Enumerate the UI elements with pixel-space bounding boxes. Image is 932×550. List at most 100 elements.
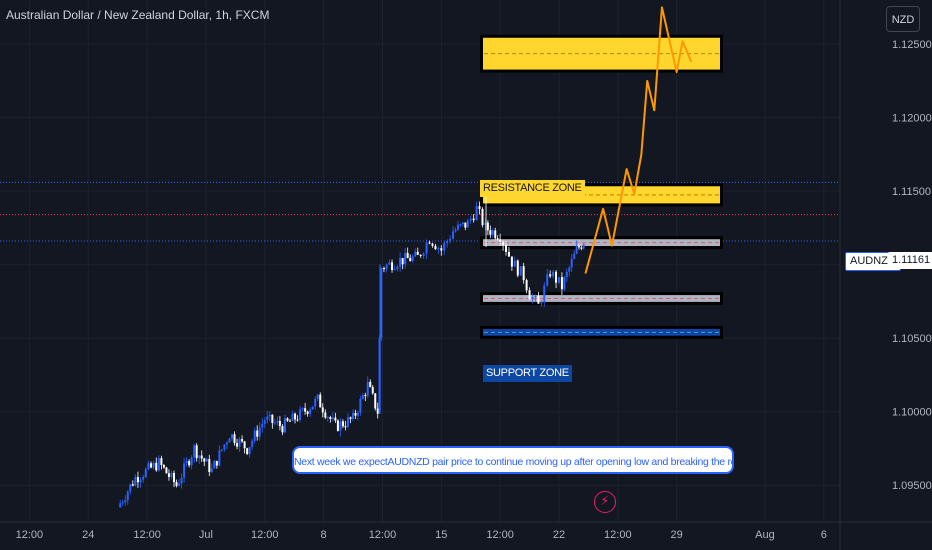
note-callout[interactable]: Next week we expectAUDNZD pair price to …	[292, 446, 734, 474]
candle-body	[478, 206, 481, 210]
zone-fill	[483, 37, 720, 70]
candle-body	[437, 248, 440, 250]
candle-body	[399, 258, 402, 267]
zone-fill	[483, 295, 720, 302]
price-axis: 1.125001.120001.115001.110001.105001.100…	[839, 0, 932, 550]
projection	[584, 6, 693, 274]
candle-body	[251, 440, 254, 447]
candle-body	[388, 262, 391, 265]
candle-body	[283, 418, 286, 433]
candle-body	[486, 222, 489, 231]
candle-body	[296, 419, 299, 421]
candle-body	[278, 421, 281, 427]
candle-body	[144, 469, 147, 478]
candle-body	[339, 421, 342, 431]
candle-body	[531, 297, 534, 300]
candle-body	[552, 271, 555, 277]
candle-body	[555, 271, 558, 283]
candle-body	[475, 206, 478, 221]
candle-body	[276, 421, 279, 423]
zone-fill	[483, 328, 720, 336]
candle-body	[126, 491, 129, 501]
candle-body	[401, 258, 404, 265]
candle-body	[162, 464, 165, 468]
candle-body	[152, 462, 155, 468]
candle-body	[121, 502, 124, 504]
resistance-zone-label[interactable]: RESISTANCE ZONE	[480, 180, 585, 197]
candle-body	[422, 253, 425, 256]
candle-body	[183, 463, 186, 478]
candle-body	[248, 446, 251, 454]
candle-body	[443, 242, 446, 251]
candles	[119, 194, 585, 508]
candle-body	[409, 258, 412, 262]
candle-body	[299, 409, 302, 420]
candle-body	[134, 477, 137, 486]
candle-body	[546, 274, 549, 286]
candle-body	[301, 408, 304, 410]
grid	[0, 0, 840, 522]
candle-body	[331, 417, 334, 419]
support-zone-label[interactable]: SUPPORT ZONE	[483, 365, 572, 382]
time-tick-label: 12:00	[369, 529, 397, 541]
candle-body	[563, 277, 566, 290]
time-tick-label: Jul	[199, 529, 213, 541]
candle-body	[326, 417, 329, 419]
candle-body	[349, 417, 352, 419]
candle-body	[560, 277, 563, 290]
candle-body	[434, 245, 437, 250]
candle-body	[281, 426, 284, 433]
candle-body	[215, 460, 218, 466]
price-tick-label: 1.10500	[892, 333, 932, 345]
candle-body	[494, 230, 497, 239]
candle-body	[175, 482, 178, 486]
candle-body	[190, 457, 193, 466]
time-tick-label: 12:00	[604, 529, 632, 541]
candle-body	[454, 229, 457, 232]
candle-body	[356, 412, 359, 416]
candle-body	[540, 302, 543, 304]
candle-body	[286, 418, 289, 421]
candle-body	[178, 483, 181, 486]
candle-body	[391, 262, 394, 271]
currency-button[interactable]: NZD	[886, 6, 920, 32]
candle-body	[431, 243, 434, 246]
price-tick-label: 1.11500	[892, 186, 931, 198]
candle-body	[236, 443, 239, 447]
candle-body	[364, 395, 367, 397]
time-tick-label: 22	[553, 529, 565, 541]
candle-body	[157, 458, 160, 471]
candle-body	[160, 458, 163, 465]
candle-body	[167, 473, 170, 477]
candle-body	[461, 222, 464, 225]
candle-body	[319, 394, 322, 408]
candle-body	[241, 439, 244, 442]
candle-body	[366, 381, 369, 396]
candle-body	[205, 458, 208, 462]
candle-body	[371, 387, 374, 394]
lightning-bolt-icon[interactable]: ⚡	[594, 491, 616, 513]
candle-body	[528, 290, 531, 300]
candle-body	[469, 218, 472, 221]
candle-body	[155, 462, 158, 471]
candle-body	[380, 268, 383, 339]
candle-body	[570, 258, 573, 268]
candle-body	[575, 246, 578, 254]
candle-body	[271, 414, 274, 424]
candle-body	[314, 398, 317, 407]
candle-body	[344, 426, 347, 428]
candle-body	[419, 254, 422, 256]
candle-body	[537, 295, 540, 304]
candle-body	[452, 231, 455, 239]
candle-body	[505, 245, 508, 252]
candle-body	[124, 500, 127, 503]
candle-body	[519, 266, 522, 276]
candle-body	[385, 264, 388, 270]
candle-body	[374, 393, 377, 409]
candle-body	[288, 420, 291, 422]
candle-body	[172, 472, 175, 483]
candle-body	[263, 420, 266, 424]
price-tick-label: 1.10000	[892, 407, 932, 419]
